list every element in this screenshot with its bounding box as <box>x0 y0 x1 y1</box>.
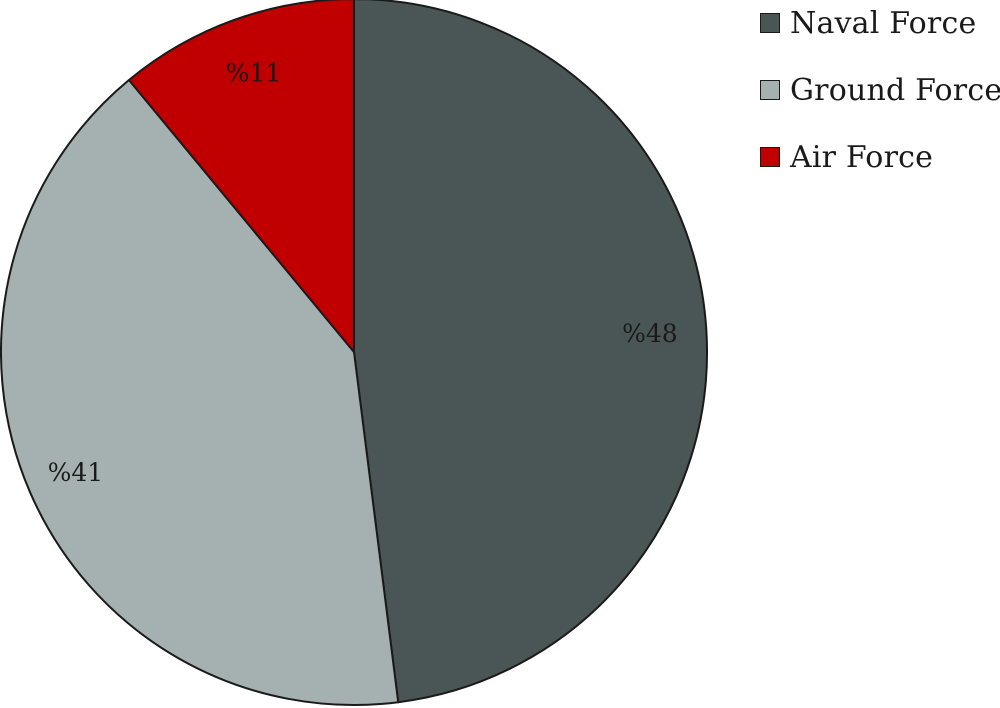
legend-item-ground-force: Ground Force <box>760 72 1000 108</box>
slice-label-naval-force: %48 <box>622 319 678 348</box>
legend-swatch-naval-force <box>760 13 780 33</box>
pie-slice-naval-force <box>353 0 709 704</box>
slice-labels: %48 %41 %11 <box>48 59 678 488</box>
slice-label-air-force: %11 <box>226 59 282 88</box>
legend-item-naval-force: Naval Force <box>760 5 1000 41</box>
legend-swatch-air-force <box>760 147 780 167</box>
pie-slice-air-force <box>127 0 355 353</box>
legend: Naval Force Ground Force Air Force <box>760 6 1000 207</box>
legend-label-naval-force: Naval Force <box>790 5 977 41</box>
slice-label-ground-force: %41 <box>48 458 104 487</box>
legend-item-air-force: Air Force <box>760 139 1000 175</box>
pie-slices <box>0 0 709 706</box>
legend-label-ground-force: Ground Force <box>790 72 1000 108</box>
legend-label-air-force: Air Force <box>790 139 934 175</box>
legend-swatch-ground-force <box>760 80 780 100</box>
pie-slice-ground-force <box>0 79 400 706</box>
